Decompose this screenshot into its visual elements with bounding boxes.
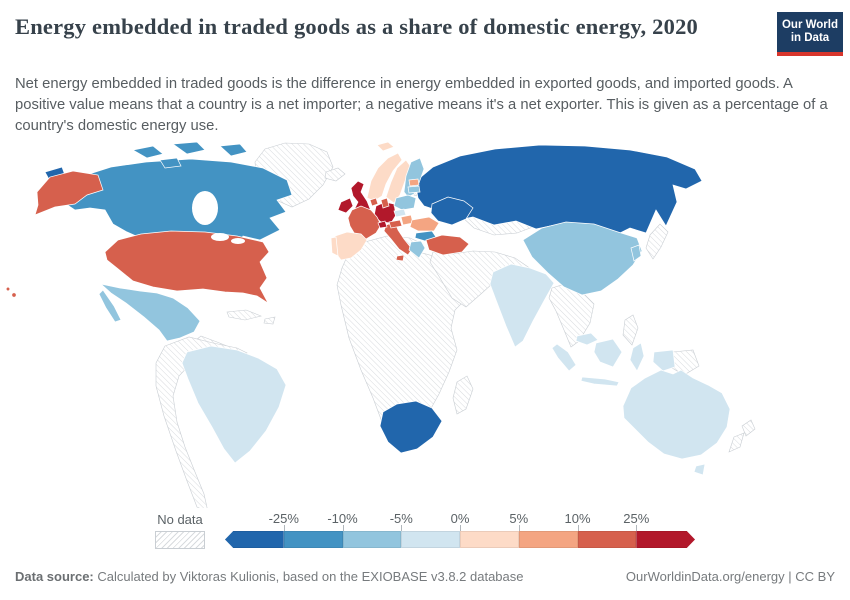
no-data-region-iceland[interactable] bbox=[324, 167, 346, 182]
legend-colorbar bbox=[225, 531, 695, 548]
country-south-africa[interactable] bbox=[379, 400, 443, 454]
footer-separator: | bbox=[784, 569, 796, 584]
no-data-region-japan[interactable] bbox=[645, 223, 669, 260]
legend-ticks: -25% -10% -5% 0% 5% 10% 25% bbox=[225, 511, 695, 531]
country-greece[interactable] bbox=[408, 240, 426, 259]
country-poland[interactable] bbox=[393, 194, 417, 211]
data-source-text: Calculated by Viktoras Kulionis, based o… bbox=[93, 569, 524, 584]
choropleth-svg bbox=[5, 141, 756, 513]
license-label[interactable]: CC BY bbox=[795, 569, 835, 584]
data-source-label: Data source: bbox=[15, 569, 94, 584]
legend-color-segment[interactable] bbox=[518, 531, 578, 548]
country-norway[interactable] bbox=[366, 141, 403, 202]
country-china[interactable] bbox=[522, 221, 643, 296]
no-data-region-africa[interactable] bbox=[336, 235, 476, 453]
no-data-region-philippines[interactable] bbox=[622, 314, 639, 346]
legend-tick-label: 10% bbox=[564, 511, 591, 526]
country-united-states-hawaii[interactable] bbox=[5, 286, 11, 292]
no-data-region-caribbean[interactable] bbox=[226, 309, 276, 325]
country-estonia[interactable] bbox=[408, 178, 420, 187]
country-united-states-hawaii2[interactable] bbox=[11, 292, 17, 298]
owid-logo-line1: Our World bbox=[781, 18, 838, 31]
owid-link[interactable]: OurWorldinData.org/energy bbox=[625, 569, 785, 584]
no-data-region-new-zealand[interactable] bbox=[728, 419, 756, 453]
legend-color-segment[interactable] bbox=[577, 531, 637, 548]
legend-tick-mark bbox=[283, 525, 285, 531]
country-austria[interactable] bbox=[388, 219, 403, 229]
country-ireland[interactable] bbox=[337, 197, 354, 214]
great-lakes-2 bbox=[231, 238, 245, 244]
chart-subtitle: Net energy embedded in traded goods is t… bbox=[15, 76, 828, 134]
country-denmark[interactable] bbox=[380, 197, 390, 209]
country-canada-arctic-islands[interactable] bbox=[132, 141, 248, 169]
legend-tick-label: -5% bbox=[389, 511, 413, 526]
country-france[interactable] bbox=[347, 205, 382, 240]
legend-color-segment[interactable] bbox=[460, 531, 519, 548]
country-malaysia[interactable] bbox=[575, 332, 599, 346]
great-lakes bbox=[211, 233, 229, 241]
hudson-bay bbox=[192, 191, 218, 225]
legend-color-segment[interactable] bbox=[636, 531, 695, 548]
world-map bbox=[5, 140, 845, 513]
data-source: Data source: Calculated by Viktoras Kuli… bbox=[15, 569, 524, 584]
chart-footer: Data source: Calculated by Viktoras Kuli… bbox=[15, 569, 835, 584]
legend-tick-label: 5% bbox=[509, 511, 529, 526]
country-united-states[interactable] bbox=[104, 230, 270, 305]
country-romania[interactable] bbox=[409, 216, 440, 232]
legend-tick-mark bbox=[577, 525, 579, 531]
map-legend: No data -25% -10% -5% 0% 5% 10% 25% bbox=[0, 511, 850, 557]
owid-logo[interactable]: Our World in Data bbox=[777, 12, 843, 56]
country-mexico[interactable] bbox=[98, 283, 201, 342]
legend-color-segment[interactable] bbox=[401, 531, 460, 548]
footer-right: OurWorldinData.org/energy | CC BY bbox=[626, 569, 835, 584]
legend-tick-mark bbox=[636, 525, 638, 531]
country-australia[interactable] bbox=[622, 369, 731, 476]
legend-tick-mark bbox=[342, 525, 344, 531]
legend-tick-label: 25% bbox=[623, 511, 650, 526]
legend-tick-mark bbox=[518, 525, 520, 531]
no-data-region-papua-new-guinea[interactable] bbox=[671, 349, 700, 376]
country-indonesia[interactable] bbox=[551, 338, 676, 387]
country-india[interactable] bbox=[489, 263, 555, 348]
legend-color-segment[interactable] bbox=[283, 531, 343, 548]
country-russia[interactable] bbox=[414, 144, 703, 237]
legend-tick-mark bbox=[460, 525, 461, 531]
page-title: Energy embedded in traded goods as a sha… bbox=[15, 14, 698, 39]
country-united-states-alaska[interactable] bbox=[34, 170, 104, 216]
country-brazil[interactable] bbox=[181, 345, 287, 464]
country-netherlands[interactable] bbox=[369, 197, 379, 207]
country-czechia[interactable] bbox=[393, 208, 407, 218]
legend-tick-label: -10% bbox=[327, 511, 358, 526]
no-data-region-madagascar[interactable] bbox=[452, 375, 474, 415]
legend-tick-label: 0% bbox=[450, 511, 470, 526]
legend-tick-mark bbox=[401, 525, 403, 531]
country-portugal[interactable] bbox=[330, 236, 339, 257]
country-south-korea[interactable] bbox=[630, 244, 642, 262]
legend-tick-label: -25% bbox=[268, 511, 299, 526]
legend-color-segment[interactable] bbox=[225, 531, 284, 548]
no-data-swatch[interactable] bbox=[155, 531, 205, 549]
country-turkey[interactable] bbox=[425, 234, 470, 256]
country-ukraine[interactable] bbox=[430, 196, 474, 226]
owid-logo-line2: in Data bbox=[790, 32, 830, 44]
country-latvia[interactable] bbox=[407, 185, 421, 194]
legend-color-segment[interactable] bbox=[342, 531, 402, 548]
country-switzerland[interactable] bbox=[377, 220, 388, 229]
no-data-label: No data bbox=[157, 512, 203, 527]
